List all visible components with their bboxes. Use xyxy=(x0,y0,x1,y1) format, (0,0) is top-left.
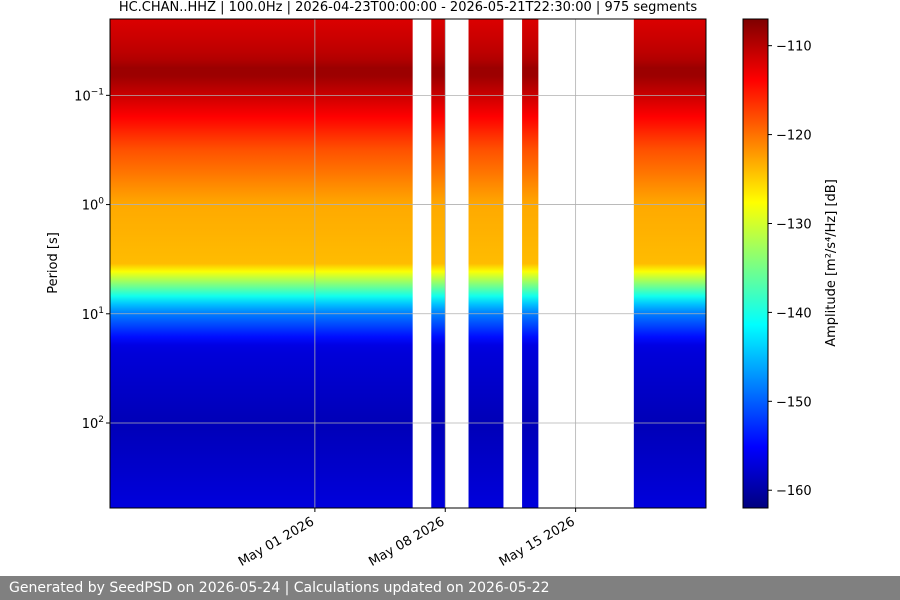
colorbar-ticks: −110 −120 −130 −140 −150 −160 xyxy=(768,40,812,499)
colorbar-label: Amplitude [m²/s⁴/Hz] [dB] xyxy=(824,179,839,347)
x-axis-ticks: May 01 2026 May 08 2026 May 15 2026 xyxy=(236,508,578,570)
footer-text: Generated by SeedPSD on 2026-05-24 | Cal… xyxy=(9,580,550,596)
colorbar-tick-label: −160 xyxy=(776,484,812,499)
colorbar-tick-label: −110 xyxy=(776,40,812,55)
y-tick-label: 102 xyxy=(82,415,104,432)
x-tick-label: May 08 2026 xyxy=(366,514,447,569)
colorbar xyxy=(742,18,769,509)
data-interval-block xyxy=(431,19,446,508)
y-tick-label: 100 xyxy=(82,197,105,214)
colorbar-tick-label: −140 xyxy=(776,306,812,321)
x-tick-label: May 01 2026 xyxy=(236,514,317,569)
data-interval-block xyxy=(110,19,413,508)
chart-title: HC.CHAN..HHZ | 100.0Hz | 2026-04-23T00:0… xyxy=(119,0,698,15)
colorbar-tick-label: −120 xyxy=(776,129,812,144)
plot-frame xyxy=(109,18,707,509)
y-axis-ticks: 10−1 100 101 102 xyxy=(74,87,110,432)
colorbar-tick-label: −130 xyxy=(776,217,812,232)
spectrogram-heatmap xyxy=(110,19,706,508)
y-axis-label: Period [s] xyxy=(46,232,61,294)
plot-grid xyxy=(110,19,706,508)
x-tick-label: May 15 2026 xyxy=(497,514,578,569)
colorbar-tick-label: −150 xyxy=(776,395,812,410)
y-tick-label: 101 xyxy=(82,306,104,323)
footer-bar: Generated by SeedPSD on 2026-05-24 | Cal… xyxy=(0,576,900,600)
data-interval-block xyxy=(522,19,539,508)
y-tick-label: 10−1 xyxy=(74,87,104,104)
data-interval-block xyxy=(468,19,504,508)
data-interval-block xyxy=(633,19,706,508)
